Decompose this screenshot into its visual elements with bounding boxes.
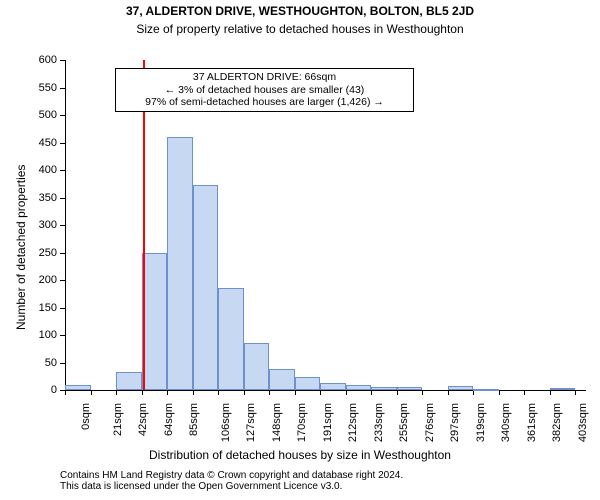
- chart-title: 37, ALDERTON DRIVE, WESTHOUGHTON, BOLTON…: [0, 4, 600, 18]
- x-tick: [448, 390, 449, 395]
- y-tick-label: 550: [0, 82, 57, 94]
- y-tick-label: 50: [0, 357, 57, 369]
- x-tick: [269, 390, 270, 395]
- x-tick-label: 276sqm: [424, 403, 436, 442]
- y-tick: [60, 308, 65, 309]
- y-tick-label: 400: [0, 164, 57, 176]
- x-tick-label: 340sqm: [500, 403, 512, 442]
- y-tick: [60, 225, 65, 226]
- y-tick-label: 350: [0, 192, 57, 204]
- y-tick-label: 450: [0, 137, 57, 149]
- x-tick-label: 319sqm: [475, 403, 487, 442]
- x-tick: [397, 390, 398, 395]
- x-tick-label: 191sqm: [322, 403, 334, 442]
- y-tick: [60, 335, 65, 336]
- histogram-bar: [550, 388, 576, 390]
- x-axis-label: Distribution of detached houses by size …: [0, 448, 600, 462]
- x-tick-label: 233sqm: [373, 403, 385, 442]
- x-tick-label: 361sqm: [526, 403, 538, 442]
- y-tick: [60, 115, 65, 116]
- y-tick-label: 250: [0, 247, 57, 259]
- x-tick: [371, 390, 372, 395]
- x-tick-label: 64sqm: [163, 403, 175, 436]
- y-tick-label: 0: [0, 384, 57, 396]
- x-tick: [91, 390, 92, 395]
- x-tick-label: 21sqm: [112, 403, 124, 436]
- x-tick-label: 127sqm: [245, 403, 257, 442]
- x-tick-label: 106sqm: [220, 403, 232, 442]
- footer-attribution: Contains HM Land Registry data © Crown c…: [60, 470, 403, 492]
- y-tick: [60, 143, 65, 144]
- marker-legend-line: ← 3% of detached houses are smaller (43): [122, 84, 407, 97]
- x-tick: [575, 390, 576, 395]
- x-tick-label: 212sqm: [347, 403, 359, 442]
- y-tick: [60, 60, 65, 61]
- y-tick: [60, 280, 65, 281]
- x-tick: [346, 390, 347, 395]
- marker-legend-line: 37 ALDERTON DRIVE: 66sqm: [122, 71, 407, 84]
- x-tick: [142, 390, 143, 395]
- x-tick: [193, 390, 194, 395]
- histogram-bar: [193, 185, 219, 390]
- x-tick-label: 297sqm: [449, 403, 461, 442]
- chart-container: { "layout": { "width": 600, "height": 50…: [0, 0, 600, 500]
- footer-line-1: Contains HM Land Registry data © Crown c…: [60, 470, 403, 481]
- marker-legend: 37 ALDERTON DRIVE: 66sqm← 3% of detached…: [115, 68, 414, 112]
- histogram-bar: [244, 343, 270, 390]
- x-tick: [167, 390, 168, 395]
- x-tick: [499, 390, 500, 395]
- histogram-bar: [371, 387, 397, 390]
- x-tick: [295, 390, 296, 395]
- x-tick-label: 170sqm: [296, 403, 308, 442]
- x-tick: [116, 390, 117, 395]
- histogram-bar: [295, 377, 321, 390]
- histogram-bar: [218, 288, 244, 390]
- chart-subtitle: Size of property relative to detached ho…: [0, 22, 600, 36]
- y-tick-label: 100: [0, 329, 57, 341]
- y-tick-label: 150: [0, 302, 57, 314]
- x-tick: [422, 390, 423, 395]
- histogram-bar: [65, 385, 91, 390]
- histogram-bar: [320, 383, 346, 390]
- x-tick: [218, 390, 219, 395]
- x-tick: [524, 390, 525, 395]
- histogram-bar: [397, 387, 423, 390]
- marker-legend-line: 97% of semi-detached houses are larger (…: [122, 96, 407, 109]
- y-tick: [60, 170, 65, 171]
- histogram-bar: [167, 137, 193, 390]
- x-tick-label: 255sqm: [398, 403, 410, 442]
- footer-line-2: This data is licensed under the Open Gov…: [60, 481, 403, 492]
- y-tick-label: 300: [0, 219, 57, 231]
- x-tick-label: 403sqm: [577, 403, 589, 442]
- histogram-bar: [473, 389, 499, 391]
- y-tick: [60, 198, 65, 199]
- x-tick: [320, 390, 321, 395]
- x-tick-label: 0sqm: [80, 403, 92, 430]
- x-tick: [244, 390, 245, 395]
- histogram-bar: [346, 385, 372, 391]
- y-tick-label: 500: [0, 109, 57, 121]
- x-tick: [65, 390, 66, 395]
- x-tick: [550, 390, 551, 395]
- x-tick-label: 85sqm: [188, 403, 200, 436]
- x-tick-label: 42sqm: [137, 403, 149, 436]
- histogram-bar: [448, 386, 474, 390]
- y-tick-label: 200: [0, 274, 57, 286]
- y-tick-label: 600: [0, 54, 57, 66]
- y-tick: [60, 88, 65, 89]
- y-tick: [60, 253, 65, 254]
- histogram-bar: [269, 369, 295, 390]
- y-tick: [60, 363, 65, 364]
- x-tick-label: 148sqm: [271, 403, 283, 442]
- x-tick-label: 382sqm: [551, 403, 563, 442]
- histogram-bar: [116, 372, 142, 390]
